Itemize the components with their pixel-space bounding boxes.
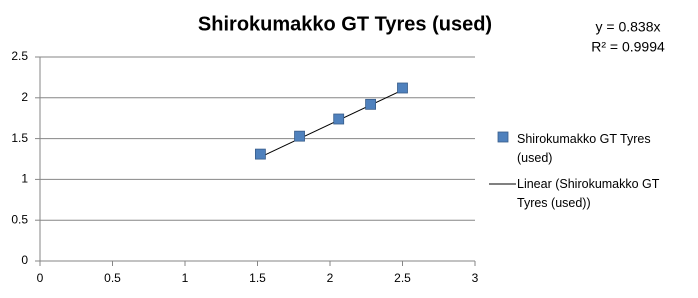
legend-label: Linear (Shirokumakko GT Tyres (used)) — [517, 177, 660, 210]
point — [365, 98, 377, 110]
point — [294, 130, 305, 142]
y-tick-label: 0.5 — [11, 212, 28, 226]
point — [254, 148, 266, 160]
legend-label: Shirokumakko GT Tyres (used) — [517, 132, 651, 165]
y-tick-label: 2.5 — [11, 49, 28, 63]
x-tick-label: 0.5 — [104, 271, 121, 285]
x-tick-label: 1 — [182, 271, 189, 285]
y-tick-label: 1 — [21, 172, 28, 186]
y-tick-label: 1.5 — [11, 131, 28, 145]
legend-marker — [497, 131, 509, 143]
x-tick-label: 0 — [37, 271, 44, 285]
trendline — [260, 89, 403, 158]
r-squared: R² = 0.9994 — [591, 39, 665, 55]
x-tick-label: 2.5 — [394, 271, 411, 285]
x-tick-label: 1.5 — [249, 271, 266, 285]
point — [397, 82, 408, 94]
y-tick-label: 2 — [21, 90, 28, 104]
point — [333, 113, 345, 125]
y-tick-label: 0 — [21, 253, 28, 267]
x-tick-label: 2 — [327, 271, 334, 285]
trendline-equation: y = 0.838x — [596, 19, 661, 35]
chart-title: Shirokumakko GT Tyres (used) — [198, 13, 492, 35]
x-tick-label: 3 — [472, 271, 479, 285]
